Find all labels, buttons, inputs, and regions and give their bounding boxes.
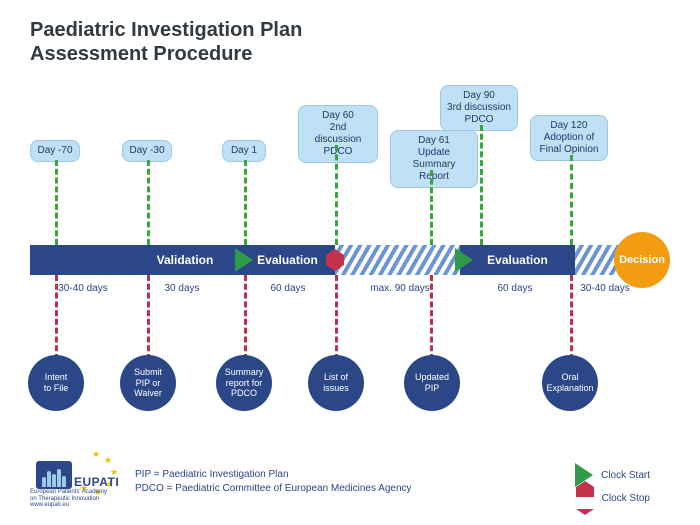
legend-stop-label: Clock Stop <box>602 493 650 504</box>
clock-start-marker-0 <box>235 248 253 272</box>
duration-4: 60 days <box>485 283 545 294</box>
milestone-5: OralExplanation <box>542 355 598 411</box>
duration-5: 30-40 days <box>570 283 640 294</box>
milestone-connector-2 <box>244 275 247 360</box>
footer: ★ ★ ★ ★ ★ ★ EUPATI European Patients' Ac… <box>30 455 670 515</box>
eupati-logo: ★ ★ ★ ★ ★ ★ EUPATI European Patients' Ac… <box>30 455 118 503</box>
callout-3: Day 602nd discussionPDCO <box>298 105 378 163</box>
arrow-segment-0 <box>30 245 130 275</box>
callout-connector-5 <box>480 125 483 245</box>
arrow-segment-1: Validation <box>130 245 240 275</box>
decision-circle: Decision <box>614 232 670 288</box>
duration-0: 30-40 days <box>48 283 118 294</box>
callout-connector-4 <box>430 170 433 245</box>
callout-6: Day 120Adoption ofFinal Opinion <box>530 115 608 161</box>
duration-1: 30 days <box>152 283 212 294</box>
arrow-row: ValidationEvaluationEvaluation <box>30 245 670 275</box>
clock-stop-marker <box>326 255 344 265</box>
legend-start-label: Clock Start <box>601 470 650 481</box>
callout-connector-6 <box>570 155 573 245</box>
callout-connector-0 <box>55 160 58 245</box>
legend-clock-stop: Clock Stop <box>576 487 650 509</box>
abbrev-pip: PIP = Paediatric Investigation Plan <box>135 469 289 480</box>
arrow-segment-4: Evaluation <box>460 245 575 275</box>
title-line-2: Assessment Procedure <box>30 43 252 65</box>
page-title: Paediatric Investigation Plan Assessment… <box>30 18 302 66</box>
abbrev-pdco: PDCO = Paediatric Committee of European … <box>135 483 412 494</box>
milestone-2: Summaryreport forPDCO <box>216 355 272 411</box>
milestone-3: List ofissues <box>308 355 364 411</box>
callout-5: Day 903rd discussionPDCO <box>440 85 518 131</box>
milestone-4: UpdatedPIP <box>404 355 460 411</box>
timeline-diagram: ValidationEvaluationEvaluationDecisionDa… <box>30 85 670 435</box>
logo-tagline: European Patients' Academy on Therapeuti… <box>30 489 107 509</box>
callout-connector-3 <box>335 145 338 245</box>
milestone-connector-0 <box>55 275 58 360</box>
duration-2: 60 days <box>258 283 318 294</box>
callout-4: Day 61Update SummaryReport <box>390 130 478 188</box>
arrow-segment-3 <box>335 245 460 275</box>
milestone-connector-1 <box>147 275 150 360</box>
callout-connector-1 <box>147 160 150 245</box>
callout-1: Day -30 <box>122 140 172 162</box>
logo-name: EUPATI <box>74 475 119 489</box>
milestone-connector-5 <box>570 275 573 360</box>
clock-start-marker-1 <box>455 248 473 272</box>
callout-2: Day 1 <box>222 140 266 162</box>
milestone-1: SubmitPIP orWaiver <box>120 355 176 411</box>
logo-people-icon <box>36 461 72 489</box>
milestone-0: Intentto File <box>28 355 84 411</box>
callout-connector-2 <box>244 160 247 245</box>
callout-0: Day -70 <box>30 140 80 162</box>
title-line-1: Paediatric Investigation Plan <box>30 19 302 41</box>
milestone-connector-4 <box>430 275 433 360</box>
clock-stop-icon <box>576 487 594 497</box>
duration-3: max. 90 days <box>360 283 440 294</box>
arrow-segment-2: Evaluation <box>240 245 335 275</box>
milestone-connector-3 <box>335 275 338 360</box>
